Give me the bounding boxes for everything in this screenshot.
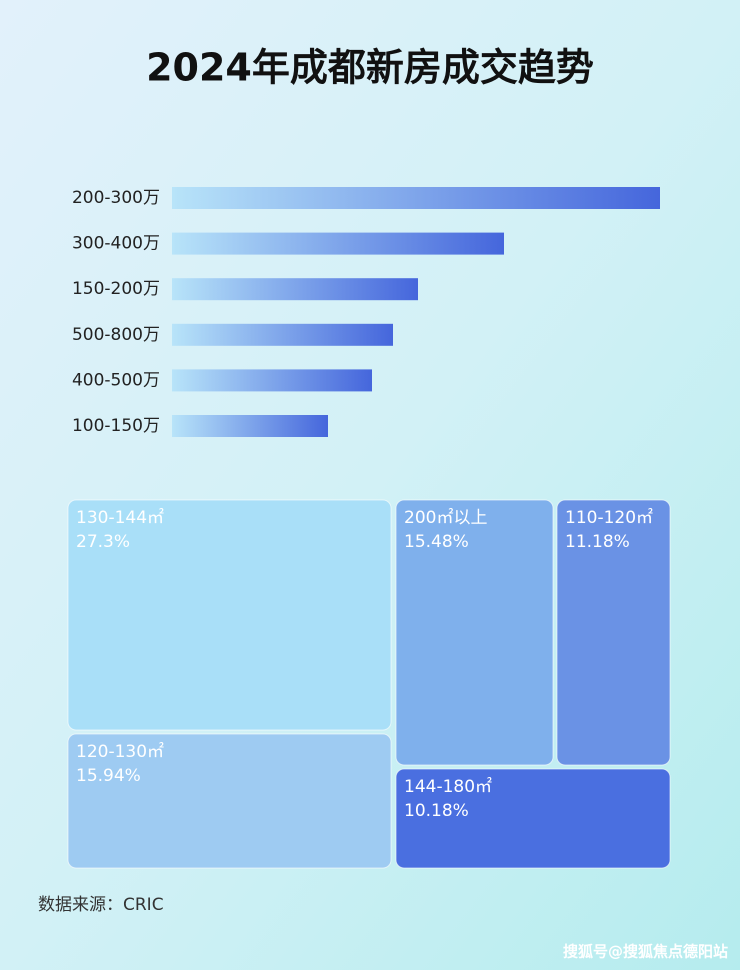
cell-value: 27.3% (76, 532, 130, 552)
treemap-cell (556, 499, 671, 766)
source: 数据来源：CRIC (38, 895, 164, 915)
cell-label: 130-144㎡ (76, 508, 164, 528)
watermark: 搜狐号@搜狐焦点德阳站 (563, 943, 728, 961)
treemap-cell (67, 733, 392, 869)
bar (172, 232, 504, 255)
bar-label: 100-150万 (72, 416, 160, 436)
bar (172, 278, 418, 301)
bar (172, 415, 328, 437)
cell-value: 11.18% (565, 532, 630, 552)
treemap-cell (395, 768, 671, 869)
bar-label: 200-300万 (72, 188, 160, 208)
treemap-cell (395, 499, 554, 766)
bar-label: 400-500万 (72, 370, 160, 390)
cell-label: 120-130㎡ (76, 742, 164, 762)
bar-label: 300-400万 (72, 234, 160, 254)
title: 2024年成都新房成交趋势 (146, 46, 594, 90)
bar (172, 187, 660, 209)
bar-label: 150-200万 (72, 279, 160, 299)
bar (172, 323, 393, 346)
cell-label: 110-120㎡ (565, 508, 653, 528)
bar-label: 500-800万 (72, 325, 160, 345)
cell-value: 15.94% (76, 766, 141, 786)
bar (172, 369, 372, 392)
treemap-cell (67, 499, 392, 731)
cell-label: 144-180㎡ (404, 777, 492, 797)
cell-value: 15.48% (404, 532, 469, 552)
cell-label: 200㎡以上 (404, 508, 487, 528)
cell-value: 10.18% (404, 801, 469, 821)
